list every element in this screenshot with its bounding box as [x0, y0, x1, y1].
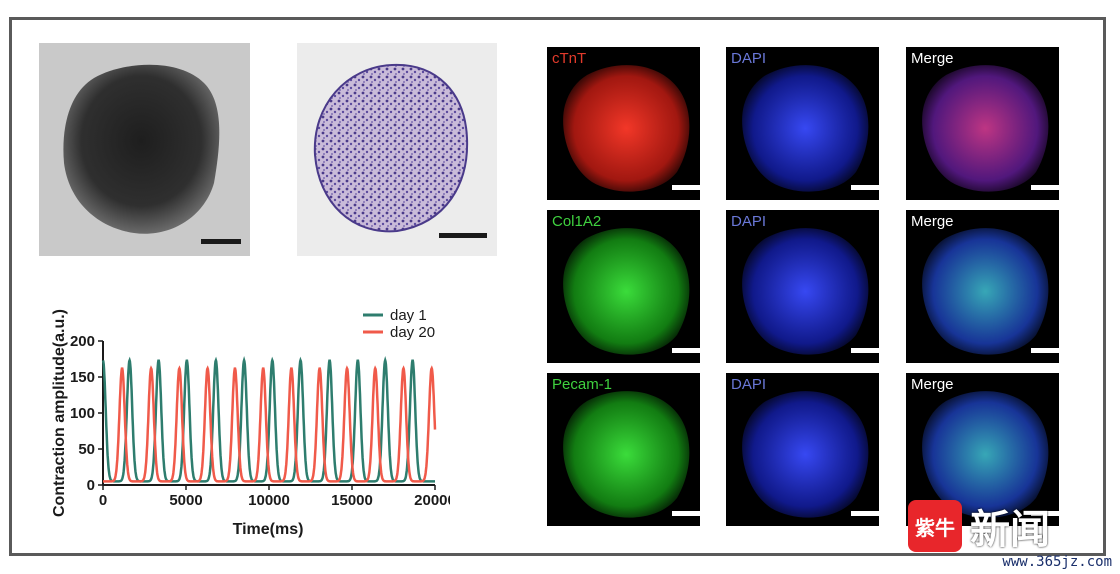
channel-label: DAPI — [731, 50, 767, 67]
scale-bar — [1031, 185, 1059, 190]
scale-bar — [851, 511, 879, 516]
spheroid-stain — [742, 391, 869, 518]
spheroid-stain — [922, 228, 1049, 355]
channel-label: DAPI — [731, 213, 767, 230]
spheroid-stain — [563, 228, 690, 355]
x-axis-label: Time(ms) — [233, 521, 304, 538]
fluorescence-panel: Pecam-1 — [547, 373, 700, 526]
channel-label: Merge — [911, 376, 954, 393]
channel-label: Col1A2 — [552, 213, 602, 230]
fluorescence-panel: Merge — [906, 210, 1059, 363]
scale-bar — [439, 233, 487, 238]
watermark: 紫牛 新闻 — [908, 497, 1050, 555]
site-url: www.365jz.com — [1002, 554, 1112, 570]
y-tick-label: 50 — [78, 441, 95, 458]
scale-bar — [851, 348, 879, 353]
channel-label: Merge — [911, 213, 954, 230]
spheroid-stain — [563, 65, 690, 192]
chart-series — [101, 356, 437, 483]
y-tick-label: 200 — [70, 333, 95, 350]
watermark-logo: 紫牛 — [908, 500, 962, 552]
spheroid-stain — [922, 65, 1049, 192]
scale-bar — [201, 239, 241, 244]
y-axis-label: Contraction amplitude(a.u.) — [51, 309, 68, 517]
fluorescence-panel: Col1A2 — [547, 210, 700, 363]
fluorescence-panel: DAPI — [726, 47, 879, 200]
spheroid-stain — [742, 228, 869, 355]
channel-label: Pecam-1 — [552, 376, 613, 393]
y-tick-label: 150 — [70, 369, 95, 386]
histology-section — [313, 63, 469, 233]
watermark-text: 新闻 — [970, 506, 1050, 553]
x-tick-label: 15000 — [331, 492, 373, 509]
y-tick-label: 0 — [87, 477, 95, 494]
fluorescence-panel: cTnT — [547, 47, 700, 200]
series-line — [103, 365, 437, 483]
x-tick-label: 0 — [99, 492, 107, 509]
channel-label: DAPI — [731, 376, 767, 393]
channel-label: Merge — [911, 50, 954, 67]
fluorescence-panel: Merge — [906, 373, 1059, 526]
x-tick-label: 10000 — [248, 492, 290, 509]
scale-bar — [672, 348, 700, 353]
channel-label: cTnT — [552, 50, 587, 67]
brightfield-image — [39, 43, 250, 256]
brightfield-spheroid — [63, 64, 220, 234]
x-tick-label: 5000 — [169, 492, 202, 509]
spheroid-stain — [742, 65, 869, 192]
legend-label: day 1 — [390, 307, 427, 324]
histology-image — [297, 43, 497, 256]
scale-bar — [672, 511, 700, 516]
scale-bar — [851, 185, 879, 190]
scale-bar — [672, 185, 700, 190]
scale-bar — [1031, 348, 1059, 353]
y-tick-label: 100 — [70, 405, 95, 422]
spheroid-stain — [563, 391, 690, 518]
fluorescence-panel: DAPI — [726, 210, 879, 363]
spheroid-stain — [922, 391, 1049, 518]
scale-bar — [1031, 511, 1059, 516]
legend-label: day 20 — [390, 324, 435, 341]
fluorescence-panel: DAPI — [726, 373, 879, 526]
fluorescence-panel: Merge — [906, 47, 1059, 200]
